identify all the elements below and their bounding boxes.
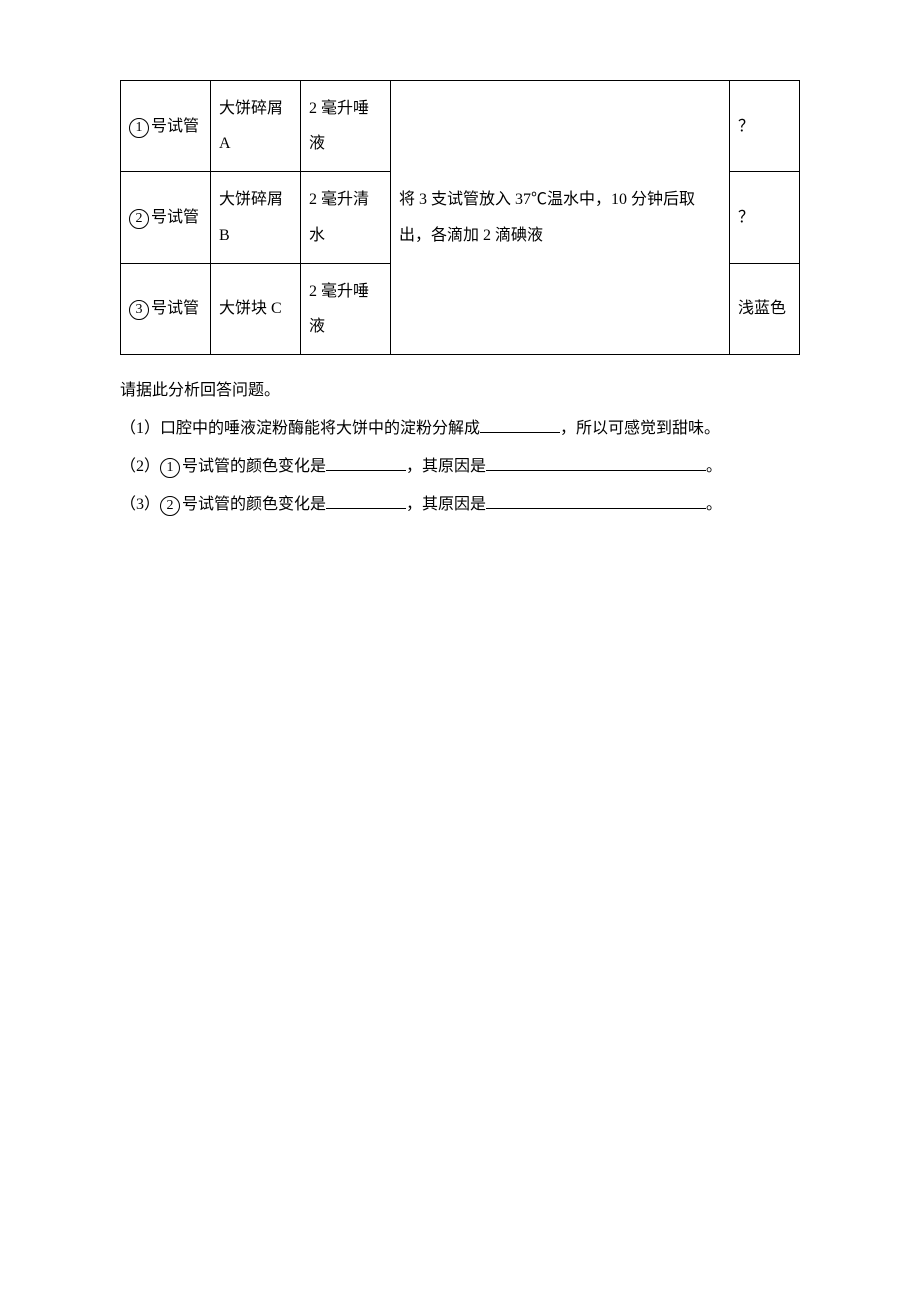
q3-mid2: ，其原因是	[406, 496, 486, 513]
result-cell: ？	[730, 81, 800, 172]
liquid-cell: 2 毫升唾液	[301, 81, 391, 172]
circled-number: 3	[129, 300, 149, 320]
table-row: 1号试管 大饼碎屑A 2 毫升唾液 将 3 支试管放入 37℃温水中，10 分钟…	[121, 81, 800, 172]
q2-mid1: 号试管的颜色变化是	[182, 458, 326, 475]
questions-section: 请据此分析回答问题。 （1）口腔中的唾液淀粉酶能将大饼中的淀粉分解成 ，所以可感觉…	[120, 375, 800, 521]
tube-cell: 3号试管	[121, 263, 211, 354]
tube-cell: 1号试管	[121, 81, 211, 172]
result-cell: ？	[730, 172, 800, 263]
tube-cell: 2号试管	[121, 172, 211, 263]
q3-mid1: 号试管的颜色变化是	[182, 496, 326, 513]
question-3: （3）2号试管的颜色变化是 ，其原因是 。	[120, 489, 800, 521]
circled-number: 2	[160, 496, 180, 516]
tube-label: 号试管	[151, 209, 199, 226]
experiment-table: 1号试管 大饼碎屑A 2 毫升唾液 将 3 支试管放入 37℃温水中，10 分钟…	[120, 80, 800, 355]
question-2: （2）1号试管的颜色变化是 ，其原因是 。	[120, 451, 800, 483]
result-cell: 浅蓝色	[730, 263, 800, 354]
circled-number: 1	[160, 458, 180, 478]
fill-blank[interactable]	[326, 493, 406, 509]
liquid-cell: 2 毫升唾液	[301, 263, 391, 354]
material-cell: 大饼碎屑B	[211, 172, 301, 263]
q3-suffix: 。	[706, 496, 722, 513]
material-cell: 大饼碎屑A	[211, 81, 301, 172]
question-1: （1）口腔中的唾液淀粉酶能将大饼中的淀粉分解成 ，所以可感觉到甜味。	[120, 413, 800, 445]
q2-suffix: 。	[706, 458, 722, 475]
procedure-cell: 将 3 支试管放入 37℃温水中，10 分钟后取出，各滴加 2 滴碘液	[391, 81, 730, 355]
tube-label: 号试管	[151, 118, 199, 135]
circled-number: 2	[129, 209, 149, 229]
fill-blank[interactable]	[486, 455, 706, 471]
liquid-cell: 2 毫升清水	[301, 172, 391, 263]
q1-prefix: （1）口腔中的唾液淀粉酶能将大饼中的淀粉分解成	[120, 420, 480, 437]
q3-prefix: （3）	[120, 496, 160, 513]
fill-blank[interactable]	[326, 455, 406, 471]
fill-blank[interactable]	[486, 493, 706, 509]
tube-label: 号试管	[151, 300, 199, 317]
material-cell: 大饼块 C	[211, 263, 301, 354]
circled-number: 1	[129, 118, 149, 138]
fill-blank[interactable]	[480, 417, 560, 433]
intro-text: 请据此分析回答问题。	[120, 375, 800, 407]
q2-prefix: （2）	[120, 458, 160, 475]
q2-mid2: ，其原因是	[406, 458, 486, 475]
q1-suffix: ，所以可感觉到甜味。	[560, 420, 720, 437]
